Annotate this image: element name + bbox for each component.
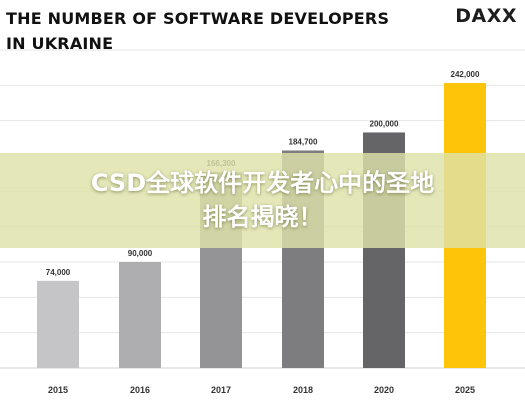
value-label-2025: 242,000 — [451, 70, 480, 79]
x-tick-2015: 2015 — [48, 385, 68, 395]
value-label-2016: 90,000 — [128, 249, 153, 258]
chart-title-line-2: IN UKRAINE — [6, 34, 114, 53]
value-label-2018: 184,700 — [289, 137, 318, 146]
x-tick-2017: 2017 — [211, 385, 231, 395]
overlay-headline-line-2: 排名揭晓！ — [202, 203, 323, 231]
x-axis-ticks: 2015 2016 2017 2018 2020 2025 — [48, 385, 475, 395]
x-tick-2018: 2018 — [293, 385, 313, 395]
chart-title-line-1: THE NUMBER OF SOFTWARE DEVELOPERS — [6, 9, 390, 28]
value-label-2015: 74,000 — [46, 268, 71, 277]
overlay-headline-line-1: CSD全球软件开发者心中的圣地 — [90, 169, 435, 197]
x-tick-2025: 2025 — [455, 385, 475, 395]
daxx-logo: DAXX — [455, 5, 517, 27]
overlay-banner — [0, 153, 525, 248]
bar-2016 — [119, 262, 161, 368]
x-tick-2016: 2016 — [130, 385, 150, 395]
overlay-headline: CSD全球软件开发者心中的圣地 排名揭晓！ — [0, 166, 525, 234]
bar-2015 — [37, 280, 79, 368]
chart-title: THE NUMBER OF SOFTWARE DEVELOPERS IN UKR… — [6, 6, 389, 56]
value-label-2020: 200,000 — [370, 119, 399, 128]
x-tick-2020: 2020 — [374, 385, 394, 395]
